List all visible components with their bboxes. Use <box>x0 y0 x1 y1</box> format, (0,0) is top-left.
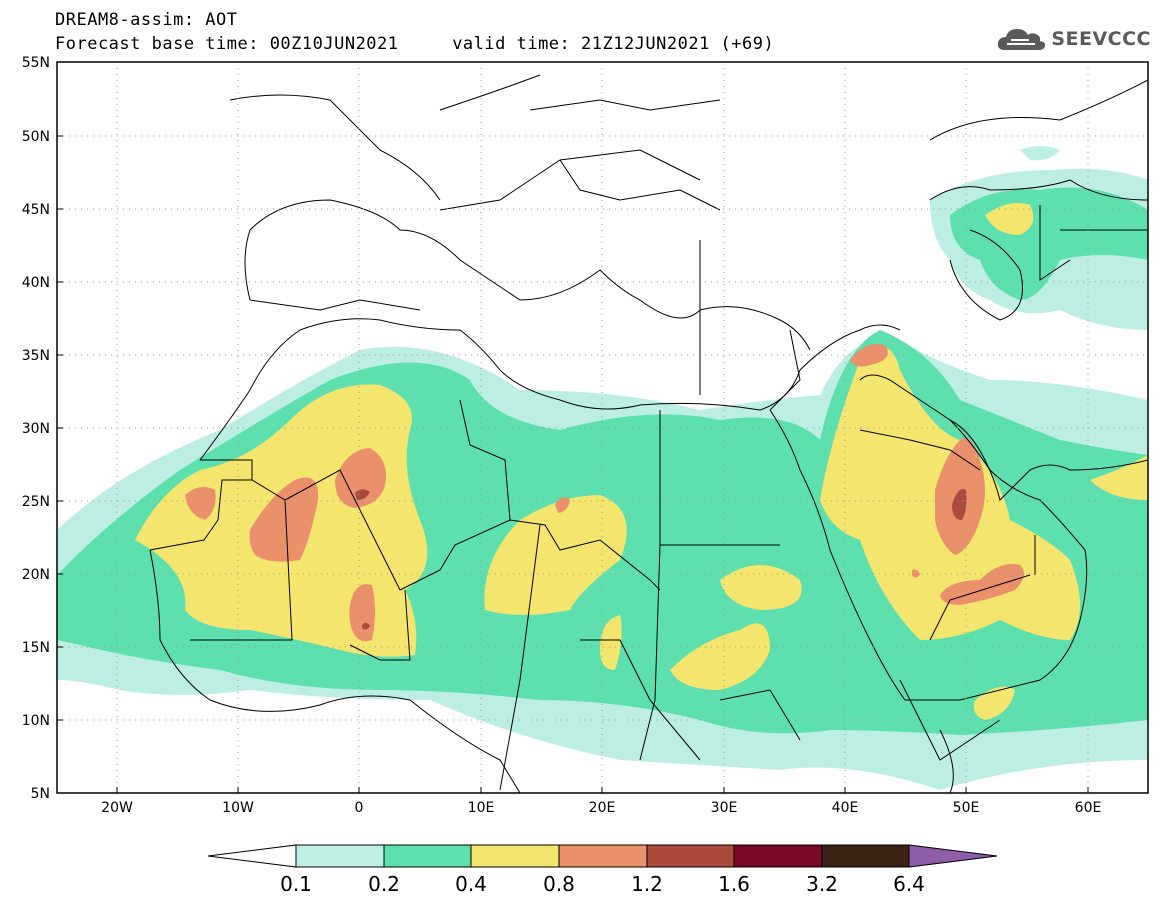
colorbar-high-arrow <box>908 844 998 868</box>
lat-label-25n: 25N <box>22 494 50 510</box>
title-line-2: Forecast base time: 00Z10JUN2021 valid t… <box>55 34 775 54</box>
lat-label-35n: 35N <box>22 348 50 364</box>
seevccc-logo: SEEVCCC <box>995 24 1151 54</box>
colorbar-label-1.6: 1.6 <box>718 872 750 896</box>
colorbar-swatch-2 <box>383 844 472 868</box>
lat-label-40n: 40N <box>22 275 50 291</box>
aot-field <box>57 62 1148 793</box>
lon-label-30e: 30E <box>711 800 738 816</box>
lat-label-50n: 50N <box>22 129 50 145</box>
lon-label-10e: 10E <box>468 800 495 816</box>
lat-label-30n: 30N <box>22 421 50 437</box>
colorbar-label-1.2: 1.2 <box>631 872 663 896</box>
lon-label-60e: 60E <box>1075 800 1102 816</box>
colorbar-label-0.2: 0.2 <box>368 872 400 896</box>
colorbar-swatch-1 <box>295 844 385 868</box>
logo-text: SEEVCCC <box>1051 28 1151 50</box>
coastlines <box>149 74 1148 793</box>
colorbar-swatch-6 <box>733 844 823 868</box>
lon-labels: 20W 10W 0 10E 20E 30E 40E 50E 60E <box>101 800 1101 816</box>
lat-label-55n: 55N <box>22 55 50 71</box>
colorbar-swatch-3 <box>470 844 560 868</box>
lat-label-20n: 20N <box>22 567 50 583</box>
cloud-icon <box>998 29 1046 50</box>
colorbar-swatch-7 <box>821 844 910 868</box>
country-borders <box>149 99 1148 791</box>
axis-ticks <box>57 61 1089 793</box>
aot-level-1.2 <box>355 489 967 630</box>
colorbar-swatch-5 <box>646 844 735 868</box>
lat-label-45n: 45N <box>22 202 50 218</box>
title-line-1: DREAM8-assim: AOT <box>55 10 238 30</box>
lon-label-40e: 40E <box>832 800 859 816</box>
lat-label-15n: 15N <box>22 640 50 656</box>
colorbar-swatch-4 <box>558 844 648 868</box>
lon-label-20w: 20W <box>101 800 133 816</box>
colorbar-label-6.4: 6.4 <box>893 872 925 896</box>
lat-label-10n: 10N <box>22 713 50 729</box>
lon-label-50e: 50E <box>953 800 980 816</box>
colorbar-label-3.2: 3.2 <box>806 872 838 896</box>
colorbar-label-0.4: 0.4 <box>455 872 487 896</box>
lon-label-10w: 10W <box>222 800 254 816</box>
colorbar-low-arrow <box>207 844 297 868</box>
lat-label-5n: 5N <box>31 786 50 802</box>
colorbar-label-0.8: 0.8 <box>543 872 575 896</box>
lon-label-20e: 20E <box>589 800 616 816</box>
colorbar-label-0.1: 0.1 <box>280 872 312 896</box>
lat-labels: 55N 50N 45N 40N 35N 30N 25N 20N 15N 10N … <box>22 55 50 802</box>
colorbar: 0.1 0.2 0.4 0.8 1.2 1.6 3.2 6.4 <box>207 844 998 896</box>
lon-label-0: 0 <box>355 800 364 816</box>
